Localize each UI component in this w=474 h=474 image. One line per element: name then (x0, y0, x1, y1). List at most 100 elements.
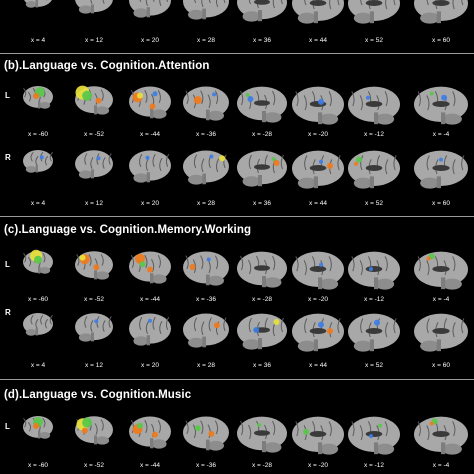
x-labels-c-right: x = 4 x = 12 x = 20 x = 28 x = 36 x = 44 x = 5… (0, 362, 474, 372)
slice-x-label: x = 28 (197, 362, 215, 369)
slice-x-label: x = 60 (432, 37, 450, 44)
slice-x-label: x = 60 (432, 200, 450, 207)
slice-x-label: x = -52 (83, 131, 105, 138)
slice-x-label: x = -12 (363, 462, 385, 469)
brain-slice (75, 0, 113, 14)
x-labels-a-right: x = 4 x = 12 x = 20 x = 28 x = 36 x = 44 x = 5… (0, 37, 474, 47)
slice-x-label: x = -36 (195, 131, 217, 138)
panel-separator (0, 53, 474, 54)
brain-slice (183, 313, 229, 348)
brain-slice (292, 0, 344, 24)
slice-x-label: x = -4 (432, 296, 450, 303)
slice-x-label: x = 44 (309, 200, 327, 207)
brain-slice (292, 251, 344, 290)
slice-x-label: x = 4 (30, 362, 46, 369)
slice-x-label: x = -4 (432, 462, 450, 469)
slice-x-label: x = -36 (195, 462, 217, 469)
brain-slice (23, 416, 53, 439)
panel-separator (0, 216, 474, 217)
slice-x-label: x = -44 (139, 462, 161, 469)
x-labels-b-left: x = -60 x = -52 x = -44 x = -36 x = -28 x = -… (0, 131, 474, 141)
brain-slice (237, 313, 287, 350)
brain-slice (129, 313, 171, 346)
brain-slice (414, 150, 468, 189)
brain-slice (183, 150, 229, 185)
brain-row-c-right (18, 310, 474, 354)
brain-slice (23, 313, 53, 336)
brain-slice (237, 86, 287, 123)
slice-x-label: x = 44 (309, 362, 327, 369)
slice-x-label: x = -20 (307, 131, 329, 138)
slice-x-label: x = -4 (432, 131, 450, 138)
brain-slice (348, 251, 400, 290)
panel-separator (0, 379, 474, 380)
brain-slice (129, 150, 171, 183)
brain-row-c-left (18, 248, 474, 292)
brain-slice (292, 86, 344, 125)
brain-slice (348, 86, 400, 125)
slice-x-label: x = -20 (307, 462, 329, 469)
slice-x-label: x = 36 (253, 200, 271, 207)
slice-x-label: x = 20 (141, 200, 159, 207)
brain-slice (348, 313, 400, 352)
slice-x-label: x = -44 (139, 296, 161, 303)
slice-x-label: x = 28 (197, 37, 215, 44)
brain-slice (237, 150, 287, 187)
brain-slice (414, 251, 468, 290)
panel-title-c: (c).Language vs. Cognition.Memory.Workin… (4, 224, 252, 236)
slice-x-label: x = 4 (30, 37, 46, 44)
slice-x-label: x = 28 (197, 200, 215, 207)
brain-slice (348, 0, 400, 24)
brain-slice (75, 416, 113, 445)
slice-x-label: x = -52 (83, 462, 105, 469)
brain-slice (183, 0, 229, 20)
brain-slice (414, 86, 468, 125)
slice-x-label: x = -28 (251, 296, 273, 303)
brain-slice (23, 249, 53, 274)
slice-x-label: x = -20 (307, 296, 329, 303)
slice-x-label: x = -36 (195, 296, 217, 303)
slice-x-label: x = 12 (85, 200, 103, 207)
slice-x-label: x = 12 (85, 362, 103, 369)
hemisphere-label-right: R (5, 153, 11, 162)
slice-x-label: x = 52 (365, 37, 383, 44)
brain-slice (183, 251, 229, 286)
brain-row-b-left (18, 83, 474, 127)
hemisphere-label-left: L (5, 91, 10, 100)
brain-slice (183, 416, 229, 451)
brain-slice (237, 251, 287, 288)
hemisphere-label-left: L (5, 422, 10, 431)
slice-x-label: x = -60 (27, 131, 49, 138)
brain-slice (414, 416, 468, 455)
slice-x-label: x = 52 (365, 362, 383, 369)
brain-slice (348, 416, 400, 455)
brain-row-b-right (18, 147, 474, 191)
slice-x-label: x = 20 (141, 37, 159, 44)
slice-x-label: x = -60 (27, 462, 49, 469)
slice-x-label: x = 20 (141, 362, 159, 369)
brain-slice (24, 0, 52, 8)
brain-slice (414, 0, 468, 24)
brain-slice (129, 86, 171, 119)
brain-slice (292, 416, 344, 455)
hemisphere-label-right: R (5, 308, 11, 317)
slice-x-label: x = 60 (432, 362, 450, 369)
brain-slice (23, 86, 53, 109)
slice-x-label: x = 4 (30, 200, 46, 207)
slice-x-label: x = 44 (309, 37, 327, 44)
panel-title-b: (b).Language vs. Cognition.Attention (4, 60, 210, 72)
slice-x-label: x = -28 (251, 131, 273, 138)
brain-row-d-left (18, 413, 474, 457)
slice-x-label: x = -44 (139, 131, 161, 138)
brain-slice (129, 251, 171, 284)
brain-slice (75, 150, 113, 179)
brain-slice (237, 0, 287, 22)
x-labels-c-left: x = -60 x = -52 x = -44 x = -36 x = -28 x = -… (0, 296, 474, 306)
slice-x-label: x = -28 (251, 462, 273, 469)
slice-x-label: x = 12 (85, 37, 103, 44)
slice-x-label: x = -12 (363, 131, 385, 138)
x-labels-b-right: x = 4 x = 12 x = 20 x = 28 x = 36 x = 44 x = 5… (0, 200, 474, 210)
brain-slice (348, 150, 400, 189)
brain-slice (75, 313, 113, 342)
hemisphere-label-left: L (5, 260, 10, 269)
